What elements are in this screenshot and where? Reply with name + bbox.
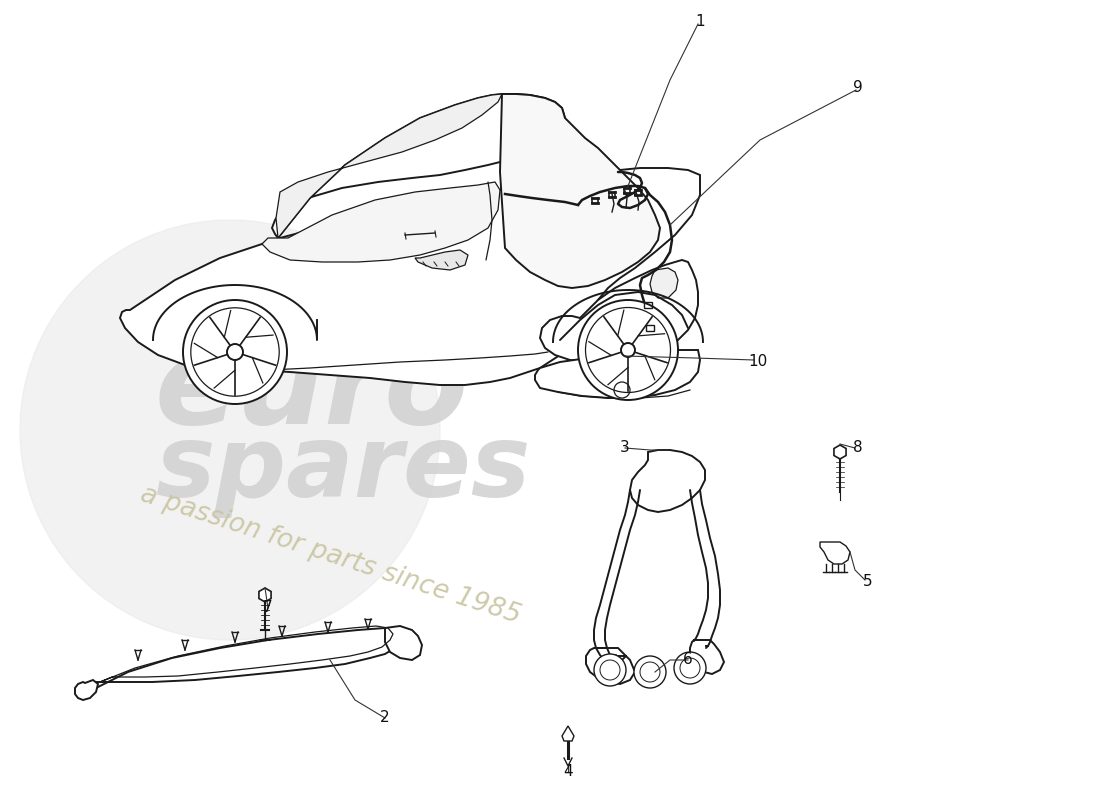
Polygon shape: [820, 542, 850, 564]
Text: 9: 9: [854, 81, 862, 95]
Text: 3: 3: [620, 441, 630, 455]
Circle shape: [634, 656, 665, 688]
Text: 8: 8: [854, 441, 862, 455]
Polygon shape: [630, 450, 705, 512]
Polygon shape: [834, 445, 846, 459]
Polygon shape: [500, 94, 660, 288]
Polygon shape: [690, 640, 724, 674]
Text: 1: 1: [695, 14, 705, 30]
Polygon shape: [650, 268, 678, 298]
Polygon shape: [82, 628, 402, 692]
Text: euro: euro: [155, 331, 469, 449]
Text: 5: 5: [864, 574, 872, 590]
Polygon shape: [262, 182, 500, 262]
Polygon shape: [535, 350, 700, 398]
Polygon shape: [540, 260, 698, 362]
Bar: [646, 325, 654, 331]
Text: 7: 7: [263, 601, 273, 615]
Polygon shape: [272, 94, 565, 238]
Polygon shape: [385, 626, 422, 660]
Polygon shape: [415, 250, 468, 270]
Circle shape: [674, 652, 706, 684]
Text: 4: 4: [563, 765, 573, 779]
Text: 2: 2: [381, 710, 389, 726]
Polygon shape: [75, 680, 98, 700]
Polygon shape: [562, 726, 574, 741]
Polygon shape: [276, 94, 502, 238]
Bar: [644, 302, 652, 308]
Circle shape: [621, 343, 635, 357]
Circle shape: [578, 300, 678, 400]
Circle shape: [227, 344, 243, 360]
Text: 6: 6: [683, 653, 693, 667]
Circle shape: [183, 300, 287, 404]
Circle shape: [594, 654, 626, 686]
Polygon shape: [120, 168, 700, 385]
Text: a passion for parts since 1985: a passion for parts since 1985: [136, 481, 524, 629]
Circle shape: [20, 220, 440, 640]
Polygon shape: [586, 648, 635, 684]
Text: spares: spares: [155, 422, 530, 518]
Polygon shape: [258, 588, 271, 602]
Text: 10: 10: [748, 354, 768, 370]
